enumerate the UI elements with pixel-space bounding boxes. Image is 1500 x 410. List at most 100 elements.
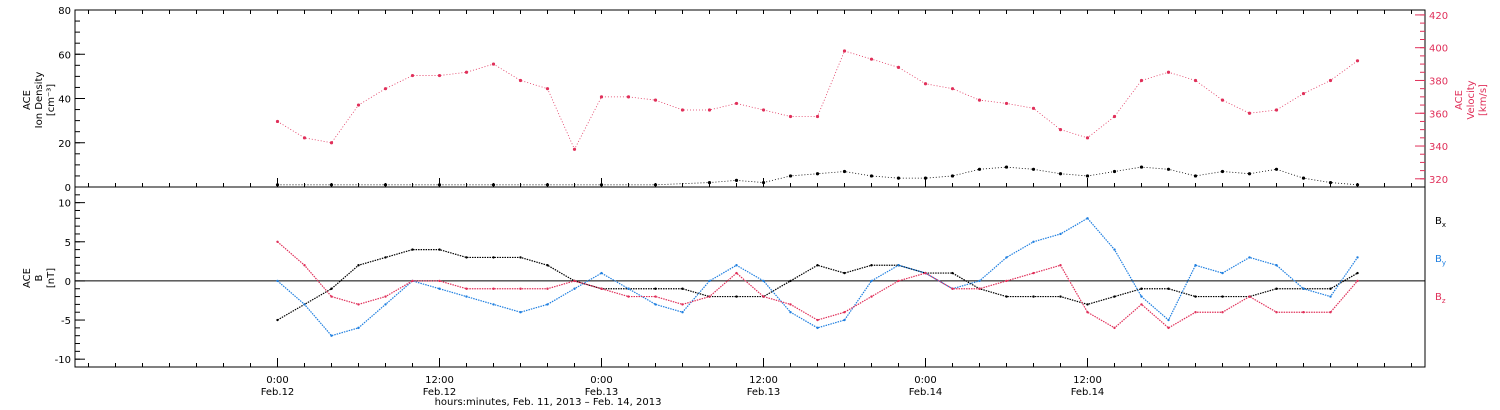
density-point: [1355, 183, 1360, 187]
bx-point: [411, 248, 414, 251]
by-point: [1032, 240, 1035, 243]
bx-point: [357, 264, 360, 267]
by-point: [600, 271, 603, 275]
bz-point: [789, 303, 792, 306]
by-point: [1167, 318, 1170, 322]
bottom-ylabel-line1: ACE: [22, 268, 33, 288]
bx-point: [438, 248, 441, 251]
top-right-ylabel-line2: Velocity: [1466, 80, 1477, 119]
x-tick-time: 12:00: [749, 375, 778, 386]
velocity-point: [842, 49, 847, 53]
series-by: [277, 217, 1358, 337]
by-point: [573, 287, 576, 290]
by-point: [897, 264, 900, 267]
by-point: [1275, 264, 1278, 267]
bz-point: [1194, 311, 1197, 314]
bottom-panel-frame: [74, 186, 1426, 368]
x-tick-time: 12:00: [425, 375, 454, 386]
by-point: [330, 334, 333, 337]
by-point: [1140, 295, 1143, 298]
density-point: [1328, 180, 1333, 185]
top-right-tick-label: 420: [1429, 11, 1448, 22]
bz-point: [762, 295, 765, 298]
top-right-ylabel-line1: ACE: [1454, 90, 1465, 110]
top-left-ylabel-line3: [cm⁻³]: [46, 84, 57, 116]
bz-point: [600, 287, 603, 290]
bottom-left-tick-label: -10: [55, 355, 71, 366]
top-panel-frame: [74, 9, 1426, 188]
bz-point: [627, 295, 630, 298]
by-point: [438, 287, 441, 290]
bz-point: [1275, 311, 1278, 314]
velocity-point: [626, 95, 631, 99]
x-tick-date: Feb.14: [1071, 387, 1105, 398]
x-tick-date: Feb.12: [261, 387, 295, 398]
by-point: [276, 279, 279, 283]
top-left-tick-label: 60: [58, 50, 71, 61]
by-point: [1221, 271, 1224, 275]
density-point: [977, 167, 982, 171]
series-bx: [277, 249, 1358, 321]
bz-point: [897, 279, 900, 283]
x-tick-time: 0:00: [590, 375, 612, 386]
bz-point: [1248, 295, 1251, 298]
bz-point: [1167, 326, 1170, 330]
bx-point: [330, 287, 333, 290]
bz-point: [654, 295, 657, 298]
top-left-tick-label: 0: [65, 183, 71, 194]
bx-point: [654, 287, 657, 290]
bz-point: [357, 303, 360, 306]
velocity-point: [1031, 106, 1036, 110]
density-point: [1274, 167, 1279, 171]
by-point: [1194, 264, 1197, 267]
density-point: [896, 176, 901, 180]
bz-point: [1059, 264, 1062, 267]
bz-point: [276, 240, 279, 243]
bx-point: [1356, 271, 1359, 275]
bx-point: [519, 256, 522, 259]
by-point: [303, 303, 306, 306]
by-point: [492, 303, 495, 306]
x-tick-date: Feb.12: [423, 387, 457, 398]
x-tick-date: Feb.14: [909, 387, 943, 398]
bz-point: [1221, 311, 1224, 314]
bz-point: [1086, 311, 1089, 314]
by-point: [789, 311, 792, 314]
density-series: [277, 166, 1358, 186]
bz-point: [1329, 311, 1332, 314]
velocity-point: [1139, 78, 1144, 83]
bx-point: [735, 295, 738, 298]
density-point: [842, 169, 847, 174]
top-right-tick-label: 380: [1429, 76, 1448, 87]
bx-point: [1167, 287, 1170, 290]
velocity-point: [734, 101, 739, 106]
bz-point: [384, 295, 387, 298]
bottom-left-axis: -10 -5 0 5 10: [55, 186, 85, 368]
velocity-point: [653, 98, 658, 102]
density-point: [1247, 172, 1252, 176]
bx-point: [1329, 287, 1332, 290]
top-right-ylabel-line3: [km/s]: [1478, 84, 1489, 116]
bx-point: [843, 271, 846, 275]
by-point: [708, 279, 711, 283]
density-point: [815, 172, 820, 176]
bz-point: [1356, 279, 1359, 283]
bz-point: [438, 279, 441, 283]
by-point: [519, 311, 522, 314]
velocity-point: [1247, 111, 1252, 115]
bx-point: [465, 256, 468, 259]
bz-point: [1032, 271, 1035, 275]
top-left-tick-label: 20: [58, 139, 71, 150]
legend-bx: Bx: [1435, 216, 1446, 229]
velocity-point: [707, 108, 712, 112]
bx-point: [276, 318, 279, 322]
bx-point: [681, 287, 684, 290]
x-tick-date: Feb.13: [585, 387, 619, 398]
bottom-ylabel-line3: [nT]: [46, 268, 57, 288]
velocity-point: [680, 108, 685, 112]
by-point: [1113, 248, 1116, 251]
by-point: [978, 279, 981, 283]
density-point: [1301, 176, 1306, 180]
bz-point: [816, 318, 819, 322]
